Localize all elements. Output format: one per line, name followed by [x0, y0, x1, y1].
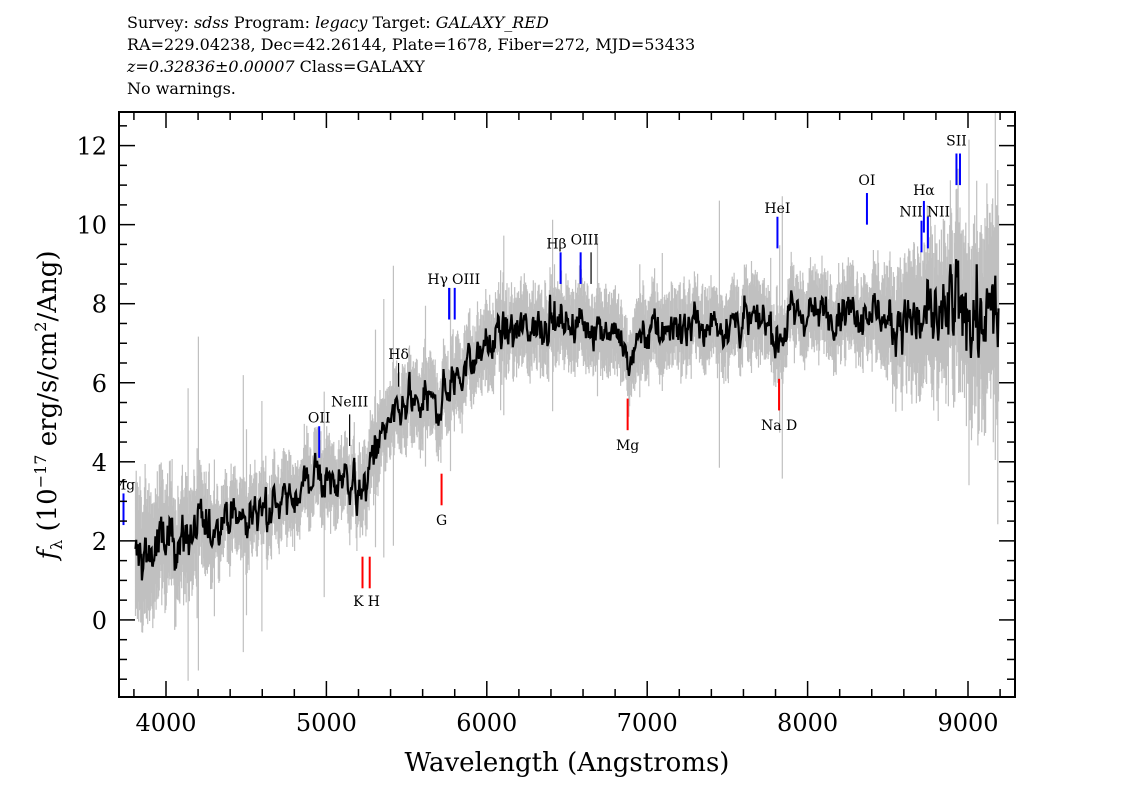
line-label: OIII [452, 272, 480, 288]
line-label: HeI [764, 201, 790, 217]
y-axis-label-text: fλ (10−17 erg/s/cm2/Ang) [31, 250, 66, 561]
y-tick-label: 6 [92, 370, 107, 398]
x-tick-label: 8000 [777, 709, 838, 737]
x-tick-label: 7000 [617, 709, 678, 737]
line-label: NeIII [331, 394, 368, 410]
spectral-line-markers [122, 153, 961, 589]
y-tick-label: 0 [92, 607, 107, 635]
program-label: Program: [233, 13, 310, 32]
class-value: Class=GALAXY [299, 57, 425, 76]
line-label: Na D [761, 418, 797, 434]
x-tick-label: 4000 [135, 709, 196, 737]
target-value: GALAXY_RED [435, 13, 549, 32]
program-value: legacy [315, 13, 368, 32]
flux-series [134, 259, 1000, 581]
line-label: Mg [616, 438, 639, 454]
y-tick-label: 10 [76, 212, 107, 240]
line-label: G [436, 513, 447, 529]
line-label: OII [308, 410, 331, 426]
x-axis-label: Wavelength (Angstroms) [405, 748, 730, 778]
line-label: H [368, 594, 380, 610]
redshift-value: z=0.32836±0.00007 [127, 57, 295, 76]
target-label: Target: [372, 13, 431, 32]
line-label: Hβ [546, 236, 566, 252]
y-tick-label: 2 [92, 528, 107, 556]
y-tick-label: 8 [92, 291, 107, 319]
header-line-redshift: z=0.32836±0.00007 Class=GALAXY [127, 56, 695, 78]
y-axis-label: fλ (10−17 erg/s/cm2/Ang) [31, 250, 66, 561]
line-label: OI [858, 173, 875, 189]
x-tick-label: 9000 [937, 709, 998, 737]
spectrum-header: Survey: sdss Program: legacy Target: GAL… [127, 12, 695, 100]
line-label: NII [899, 205, 922, 221]
axes: 4000 5000 6000 7000 8000 9000 0 2 4 6 8 10 12 [76, 111, 1016, 737]
header-line-warnings: No warnings. [127, 79, 236, 98]
line-label: NII [927, 205, 950, 221]
plot-frame [118, 111, 1016, 698]
line-label: SII [946, 134, 967, 150]
line-label: Mg [112, 477, 135, 493]
y-tick-label: 4 [92, 449, 107, 477]
y-tick-label: 12 [76, 133, 107, 161]
line-label: K [353, 594, 364, 610]
survey-value: sdss [193, 13, 229, 32]
x-tick-label: 6000 [456, 709, 517, 737]
header-line-coordinates: RA=229.04238, Dec=42.26144, Plate=1678, … [127, 35, 696, 54]
header-line-survey: Survey: sdss Program: legacy Target: GAL… [127, 12, 695, 34]
line-label: Hγ [427, 272, 448, 288]
line-label: OIII [571, 232, 599, 248]
x-tick-label: 5000 [296, 709, 357, 737]
survey-label: Survey: [127, 13, 189, 32]
flux-line [134, 259, 1000, 581]
line-label: Hα [913, 183, 935, 199]
line-label: Hδ [388, 347, 409, 363]
